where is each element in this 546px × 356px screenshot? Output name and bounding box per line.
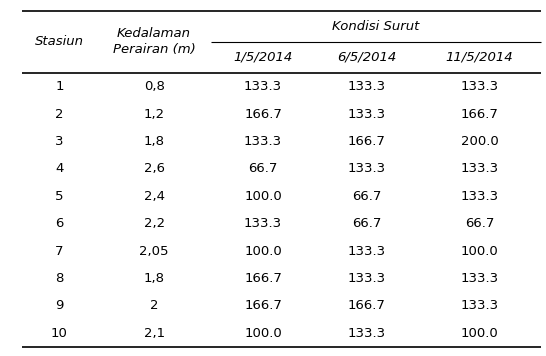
Text: 166.7: 166.7 [244,272,282,285]
Text: 100.0: 100.0 [244,245,282,258]
Text: 100.0: 100.0 [244,327,282,340]
Text: 66.7: 66.7 [352,217,382,230]
Text: 133.3: 133.3 [244,135,282,148]
Text: 133.3: 133.3 [348,162,386,176]
Text: 133.3: 133.3 [348,245,386,258]
Text: 6: 6 [55,217,64,230]
Text: 0,8: 0,8 [144,80,164,93]
Text: 66.7: 66.7 [352,190,382,203]
Text: 66.7: 66.7 [465,217,494,230]
Text: 133.3: 133.3 [460,272,498,285]
Text: 1,8: 1,8 [144,272,164,285]
Text: 5: 5 [55,190,64,203]
Text: Kedalaman
Perairan (m): Kedalaman Perairan (m) [112,27,195,56]
Text: 66.7: 66.7 [248,162,278,176]
Text: 3: 3 [55,135,64,148]
Text: 200.0: 200.0 [461,135,498,148]
Text: 11/5/2014: 11/5/2014 [446,51,513,64]
Text: 10: 10 [51,327,68,340]
Text: 2,2: 2,2 [144,217,165,230]
Text: 133.3: 133.3 [244,217,282,230]
Text: 133.3: 133.3 [460,162,498,176]
Text: 133.3: 133.3 [348,327,386,340]
Text: 2,4: 2,4 [144,190,164,203]
Text: 133.3: 133.3 [460,190,498,203]
Text: 1/5/2014: 1/5/2014 [233,51,293,64]
Text: 100.0: 100.0 [461,245,498,258]
Text: 133.3: 133.3 [460,80,498,93]
Text: 133.3: 133.3 [244,80,282,93]
Text: 166.7: 166.7 [348,299,385,313]
Text: 166.7: 166.7 [461,108,498,121]
Text: 133.3: 133.3 [348,272,386,285]
Text: 133.3: 133.3 [460,299,498,313]
Text: 2,05: 2,05 [139,245,169,258]
Text: 8: 8 [55,272,64,285]
Text: Kondisi Surut: Kondisi Surut [332,20,419,33]
Text: 7: 7 [55,245,64,258]
Text: 100.0: 100.0 [244,190,282,203]
Text: 2: 2 [55,108,64,121]
Text: 2: 2 [150,299,158,313]
Text: 1: 1 [55,80,64,93]
Text: 1,2: 1,2 [144,108,165,121]
Text: 133.3: 133.3 [348,80,386,93]
Text: 9: 9 [55,299,64,313]
Text: Stasiun: Stasiun [35,35,84,48]
Text: 100.0: 100.0 [461,327,498,340]
Text: 2,1: 2,1 [144,327,165,340]
Text: 166.7: 166.7 [348,135,385,148]
Text: 4: 4 [55,162,64,176]
Text: 6/5/2014: 6/5/2014 [337,51,396,64]
Text: 1,8: 1,8 [144,135,164,148]
Text: 166.7: 166.7 [244,108,282,121]
Text: 2,6: 2,6 [144,162,164,176]
Text: 133.3: 133.3 [348,108,386,121]
Text: 166.7: 166.7 [244,299,282,313]
